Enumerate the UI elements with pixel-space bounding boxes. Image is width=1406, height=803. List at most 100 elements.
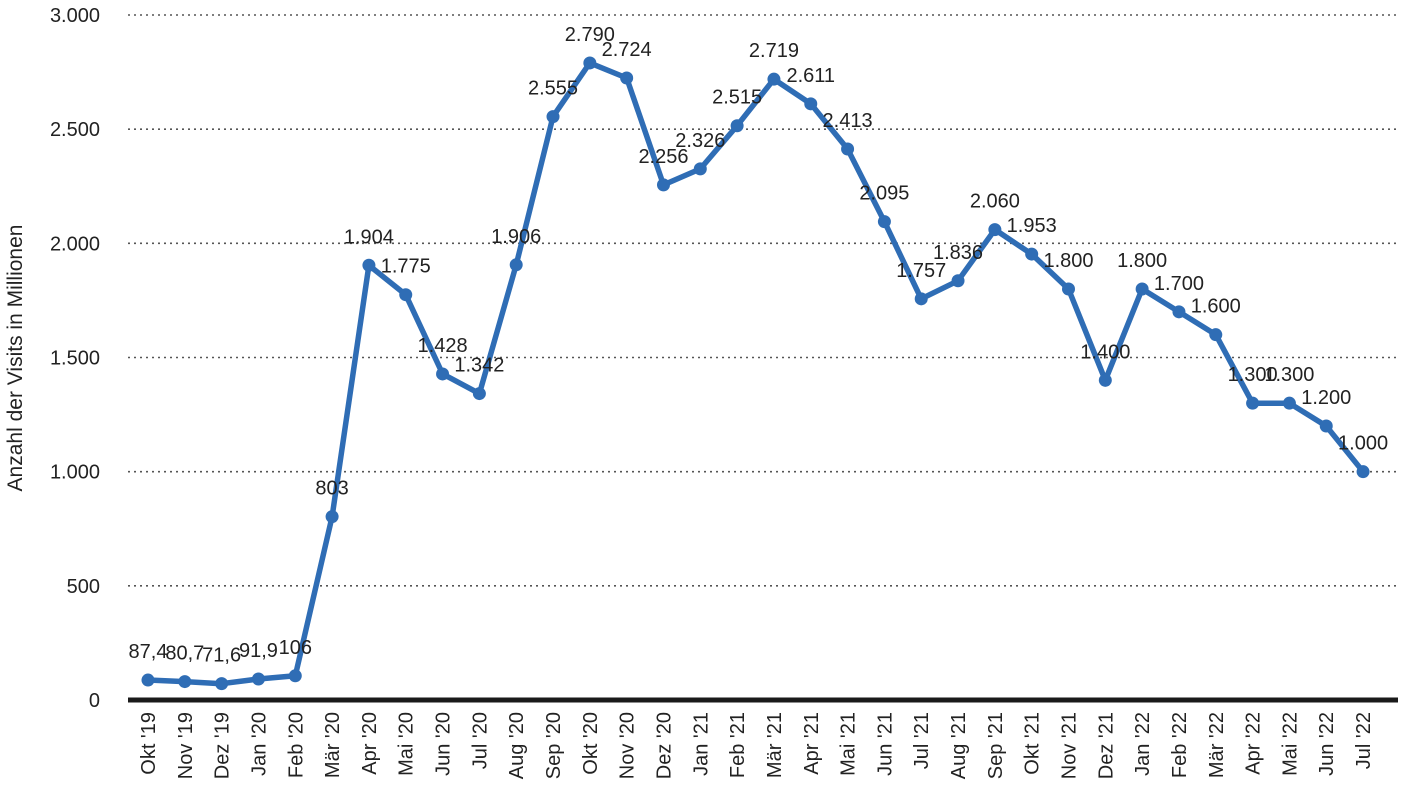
x-tick-label: Nov '21 [1059,712,1081,779]
data-label: 2.611 [786,65,835,87]
x-tick-label: Mai '21 [838,712,860,776]
x-tick-label: Feb '20 [285,712,307,778]
x-tick-label: Dez '21 [1095,712,1117,779]
data-point [141,673,155,687]
data-point [914,292,928,306]
data-label: 2.719 [749,40,799,62]
data-point [251,672,265,686]
data-point [399,288,413,302]
data-label: 1.836 [933,242,983,264]
data-label: 2.256 [638,146,688,168]
data-point [436,367,450,381]
x-tick-label: Feb '22 [1169,712,1191,778]
data-label: 2.790 [565,24,615,46]
data-point [1319,419,1333,433]
x-tick-label: Jan '21 [690,712,712,776]
data-label: 2.060 [970,191,1020,213]
x-tick-label: Mär '22 [1206,712,1228,778]
data-point [988,223,1002,237]
data-point [583,56,597,70]
data-label: 1.906 [491,226,541,248]
x-tick-label: Dez '19 [212,712,234,779]
data-label: 1.600 [1191,296,1241,318]
x-tick-label: Aug '20 [506,712,528,779]
x-tick-label: Jul '21 [911,712,933,769]
data-point [656,178,670,192]
y-tick-label: 2.500 [50,119,100,141]
data-point [620,71,634,85]
x-tick-label: Feb '21 [727,712,749,778]
data-point [362,258,376,272]
data-point [693,162,707,176]
data-point [1098,373,1112,387]
data-label: 80,7 [165,643,204,665]
data-point [178,675,192,689]
data-label: 1.700 [1154,273,1204,295]
data-label: 1.300 [1264,364,1314,386]
data-label: 1.400 [1080,341,1130,363]
x-tick-label: Apr '21 [801,712,823,775]
x-tick-label: Aug '21 [948,712,970,779]
data-point [877,215,891,229]
data-label: 2.555 [528,78,578,100]
data-label: 2.515 [712,87,762,109]
data-label: 1.800 [1117,250,1167,272]
data-point [288,669,302,683]
y-tick-label: 2.000 [50,233,100,255]
data-label: 91,9 [239,640,278,662]
y-tick-label: 1.500 [50,348,100,370]
x-tick-label: Sep '21 [985,712,1007,779]
x-tick-label: Jun '20 [433,712,455,776]
x-tick-label: Mär '21 [764,712,786,778]
x-tick-label: Apr '20 [359,712,381,775]
data-point [509,258,523,272]
data-point [841,142,855,156]
x-tick-label: Okt '19 [138,712,160,775]
data-point [1209,328,1223,342]
x-tick-label: Jun '22 [1316,712,1338,776]
data-label: 1.800 [1043,250,1093,272]
data-point [546,110,560,124]
data-point [951,274,965,288]
x-tick-label: Jan '20 [248,712,270,776]
x-tick-label: Okt '20 [580,712,602,775]
x-tick-label: Mai '20 [396,712,418,776]
data-point [325,510,339,524]
data-point [472,387,486,401]
y-tick-label: 0 [89,690,100,712]
x-tick-label: Apr '22 [1243,712,1265,775]
x-tick-label: Jul '22 [1353,712,1375,769]
x-axis-ticks: Okt '19 Nov '19 Dez '19 Jan '20 Feb '20 Mär '… [138,712,1375,779]
data-label: 803 [315,478,348,500]
data-points [141,56,1370,691]
x-tick-label: Dez '20 [653,712,675,779]
data-label: 1.300 [1228,364,1278,386]
data-point [730,119,744,133]
data-label: 2.413 [823,110,873,132]
data-label: 2.095 [859,183,909,205]
data-label: 1.904 [344,226,394,248]
data-point [1246,396,1260,410]
data-point [767,72,781,86]
data-point [804,97,818,111]
data-labels: 87,480,771,691,9 1068031.9041.7751.4281.3… [129,24,1389,667]
data-label: 1.000 [1338,433,1388,455]
data-point [1135,282,1149,296]
data-point [1025,247,1039,261]
data-label: 1.342 [454,355,504,377]
data-label: 87,4 [129,641,168,663]
data-label: 1.953 [1007,215,1057,237]
data-label: 1.428 [418,335,468,357]
x-tick-label: Okt '21 [1022,712,1044,775]
x-tick-label: Jul '20 [469,712,491,769]
x-tick-label: Jun '21 [874,712,896,776]
data-label: 1.200 [1301,387,1351,409]
x-tick-label: Nov '20 [617,712,639,779]
y-tick-label: 1.000 [50,462,100,484]
x-tick-label: Jan '22 [1132,712,1154,776]
data-label: 2.724 [602,39,652,61]
y-tick-label: 500 [67,576,100,598]
data-label: 1.757 [896,260,946,282]
data-label: 2.326 [675,130,725,152]
